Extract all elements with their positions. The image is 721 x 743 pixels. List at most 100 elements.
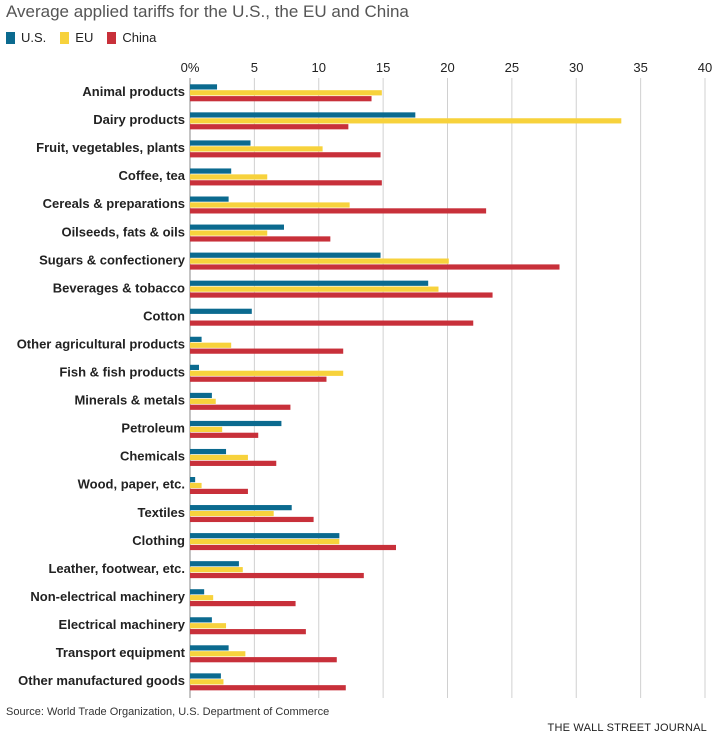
bar-eu — [190, 510, 274, 517]
x-tick-label: 40 — [698, 60, 712, 75]
bar-china — [190, 572, 364, 579]
x-tick-label: 5 — [251, 60, 258, 75]
bar-china — [190, 96, 372, 102]
x-tick-label: 35 — [633, 60, 647, 75]
publisher-credit: THE WALL STREET JOURNAL — [547, 722, 707, 734]
bar-us — [190, 392, 212, 399]
bar-china — [190, 152, 381, 158]
category-label: Clothing — [132, 533, 185, 548]
bar-us — [190, 364, 200, 370]
bar-china — [190, 404, 291, 410]
bar-eu — [190, 567, 243, 573]
category-label: Beverages & tobacco — [53, 280, 185, 295]
bar-us — [190, 673, 221, 679]
legend-label-china: China — [122, 30, 157, 45]
bar-china — [190, 432, 259, 438]
bar-china — [190, 180, 382, 186]
bar-china — [190, 124, 349, 130]
category-label: Petroleum — [121, 421, 185, 436]
bar-us — [190, 84, 218, 90]
category-label: Other manufactured goods — [18, 673, 185, 688]
category-label: Coffee, tea — [119, 168, 186, 183]
category-label: Cotton — [143, 308, 185, 323]
bar-us — [190, 168, 232, 174]
x-tick-label: 0% — [181, 60, 200, 75]
bar-eu — [190, 370, 344, 376]
category-label: Textiles — [138, 505, 185, 520]
bar-china — [190, 544, 396, 551]
bar-eu — [190, 286, 439, 292]
category-label: Sugars & confectionery — [39, 252, 186, 267]
category-label: Cereals & preparations — [43, 196, 185, 211]
bar-eu — [190, 454, 248, 461]
bar-china — [190, 320, 474, 326]
x-tick-label: 15 — [376, 60, 390, 75]
bar-us — [190, 308, 252, 314]
bar-china — [190, 208, 487, 214]
bar-us — [190, 420, 282, 427]
bar-china — [190, 629, 306, 635]
category-label: Minerals & metals — [74, 393, 185, 408]
bar-us — [190, 645, 229, 651]
legend-item-us: U.S. — [6, 30, 46, 45]
x-tick-label: 30 — [569, 60, 583, 75]
bar-china — [190, 292, 493, 298]
x-tick-label: 20 — [440, 60, 454, 75]
bar-china — [190, 516, 314, 523]
category-label: Electrical machinery — [59, 617, 186, 632]
source-note: Source: World Trade Organization, U.S. D… — [6, 706, 330, 718]
bar-us — [190, 477, 196, 483]
bar-us — [190, 617, 212, 623]
bar-eu — [190, 146, 323, 152]
bar-china — [190, 264, 560, 270]
category-label: Animal products — [82, 84, 185, 99]
bar-eu — [190, 539, 340, 545]
bar-china — [190, 460, 277, 466]
legend-label-us: U.S. — [21, 30, 47, 45]
bar-eu — [190, 426, 223, 432]
legend-label-eu: EU — [75, 30, 94, 45]
bar-china — [190, 348, 344, 354]
bar-us — [190, 224, 284, 230]
bar-us — [190, 336, 202, 342]
bar-eu — [190, 398, 216, 404]
bar-china — [190, 236, 331, 242]
bar-us — [190, 533, 340, 539]
bar-eu — [190, 230, 268, 236]
bar-china — [190, 601, 296, 607]
bar-eu — [190, 482, 202, 489]
bar-china — [190, 488, 248, 494]
legend-swatch-china — [107, 31, 117, 44]
bar-us — [190, 589, 205, 595]
x-tick-label: 25 — [505, 60, 519, 75]
bar-us — [190, 112, 416, 118]
bar-eu — [190, 623, 227, 629]
legend-swatch-us — [6, 31, 15, 44]
category-label: Non-electrical machinery — [30, 589, 185, 604]
bar-us — [190, 505, 292, 511]
bar-eu — [190, 258, 449, 264]
bar-eu — [190, 651, 246, 657]
category-label: Oilseeds, fats & oils — [61, 224, 185, 239]
bar-china — [190, 685, 346, 691]
category-label: Fruit, vegetables, plants — [36, 140, 185, 155]
bar-eu — [190, 118, 622, 124]
bar-us — [190, 252, 381, 258]
bar-eu — [190, 679, 224, 685]
legend-swatch-eu — [60, 31, 70, 44]
bar-us — [190, 561, 239, 567]
bar-eu — [190, 595, 214, 601]
bar-eu — [190, 202, 350, 208]
category-label: Dairy products — [93, 112, 185, 127]
legend: U.S. EU China — [6, 30, 156, 45]
bar-us — [190, 140, 251, 146]
bar-eu — [190, 174, 268, 180]
category-label: Leather, footwear, etc. — [48, 561, 185, 576]
legend-item-china: China — [107, 30, 156, 45]
bar-us — [190, 196, 229, 202]
category-label: Chemicals — [120, 449, 185, 464]
bar-china — [190, 376, 327, 382]
category-label: Wood, paper, etc. — [78, 477, 185, 492]
legend-item-eu: EU — [60, 30, 93, 45]
bar-us — [190, 280, 429, 286]
